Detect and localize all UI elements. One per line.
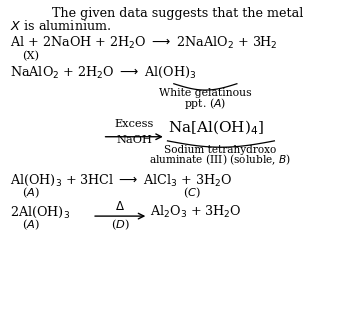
- Text: White gelatinous: White gelatinous: [159, 89, 252, 99]
- Text: Al$_2$O$_3$ + 3H$_2$O: Al$_2$O$_3$ + 3H$_2$O: [150, 204, 241, 220]
- Text: 2Al(OH)$_3$: 2Al(OH)$_3$: [10, 205, 70, 220]
- Text: Al(OH)$_3$ + 3HCl $\longrightarrow$ AlCl$_3$ + 3H$_2$O: Al(OH)$_3$ + 3HCl $\longrightarrow$ AlCl…: [10, 173, 232, 188]
- Text: (X): (X): [22, 51, 39, 61]
- Text: ($\it{C}$): ($\it{C}$): [183, 186, 201, 200]
- Text: NaAlO$_2$ + 2H$_2$O $\longrightarrow$ Al(OH)$_3$: NaAlO$_2$ + 2H$_2$O $\longrightarrow$ Al…: [10, 65, 197, 80]
- Text: ppt. ($\it{A}$): ppt. ($\it{A}$): [184, 96, 226, 111]
- Text: ($\it{A}$): ($\it{A}$): [22, 186, 40, 200]
- Text: $\it{X}$ is aluminium.: $\it{X}$ is aluminium.: [10, 19, 111, 33]
- Text: NaOH: NaOH: [116, 135, 152, 145]
- Text: aluminate (III) (soluble, $\it{B}$): aluminate (III) (soluble, $\it{B}$): [149, 152, 291, 167]
- Text: The given data suggests that the metal: The given data suggests that the metal: [52, 7, 304, 20]
- Text: Na[Al(OH)$_4$]: Na[Al(OH)$_4$]: [168, 119, 264, 137]
- Text: ($\it{D}$): ($\it{D}$): [111, 217, 130, 232]
- Text: ($\it{A}$): ($\it{A}$): [22, 217, 40, 232]
- Text: Al + 2NaOH + 2H$_2$O $\longrightarrow$ 2NaAlO$_2$ + 3H$_2$: Al + 2NaOH + 2H$_2$O $\longrightarrow$ 2…: [10, 35, 277, 51]
- Text: $\Delta$: $\Delta$: [115, 200, 125, 213]
- Text: Sodium tetrahydroxo: Sodium tetrahydroxo: [164, 145, 276, 155]
- Text: Excess: Excess: [115, 119, 154, 129]
